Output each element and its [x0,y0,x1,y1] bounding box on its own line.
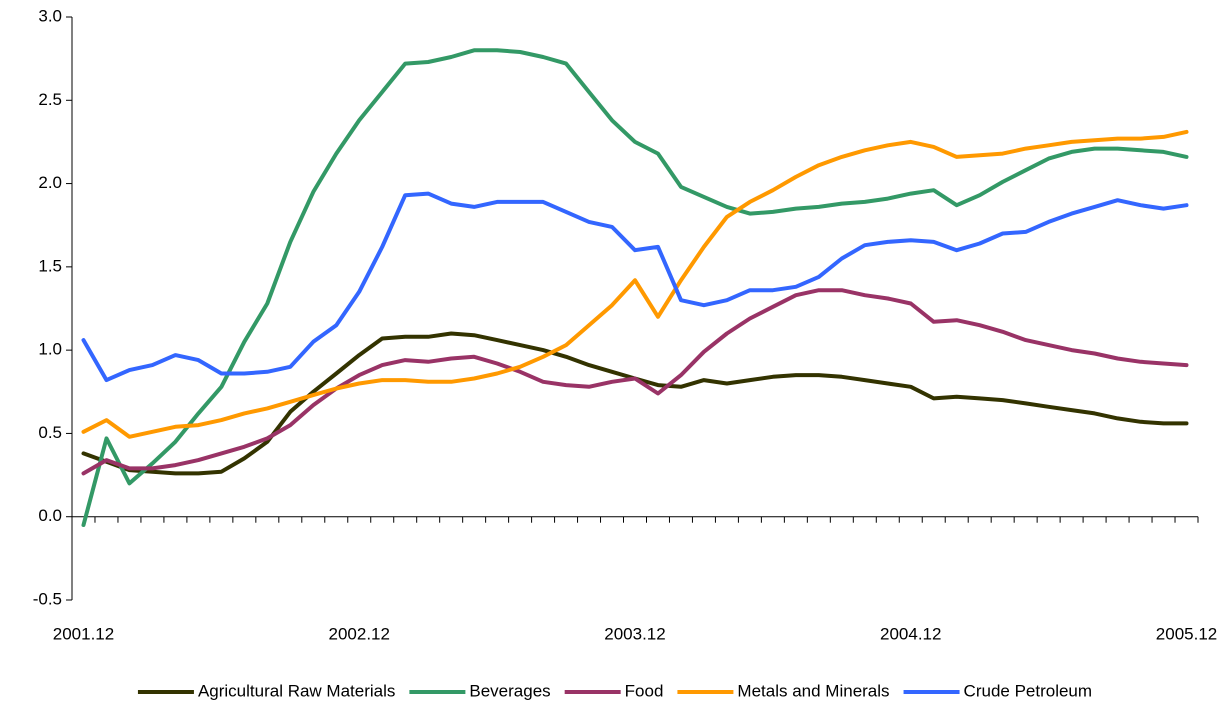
y-tick-label: 0.0 [38,506,62,525]
legend-label: Food [625,681,664,700]
x-tick-label: 2005.12 [1156,624,1217,643]
series-line [81,191,1189,383]
x-tick-label: 2002.12 [329,624,390,643]
legend-label: Crude Petroleum [964,681,1093,700]
y-tick-label: 2.0 [38,173,62,192]
y-tick-label: 3.0 [38,6,62,25]
y-tick-label: -0.5 [33,589,62,608]
series-line [81,129,1189,439]
x-tick-label: 2004.12 [880,624,941,643]
y-tick-label: 2.5 [38,90,62,109]
legend-label: Agricultural Raw Materials [198,681,395,700]
legend-label: Metals and Minerals [737,681,889,700]
x-tick-label: 2003.12 [604,624,665,643]
series-line [81,331,1189,476]
y-tick-label: 1.5 [38,256,62,275]
y-tick-label: 1.0 [38,340,62,359]
y-tick-label: 0.5 [38,423,62,442]
series-line [81,48,1189,527]
legend-label: Beverages [469,681,550,700]
x-tick-label: 2001.12 [53,624,114,643]
series-line [81,288,1189,476]
